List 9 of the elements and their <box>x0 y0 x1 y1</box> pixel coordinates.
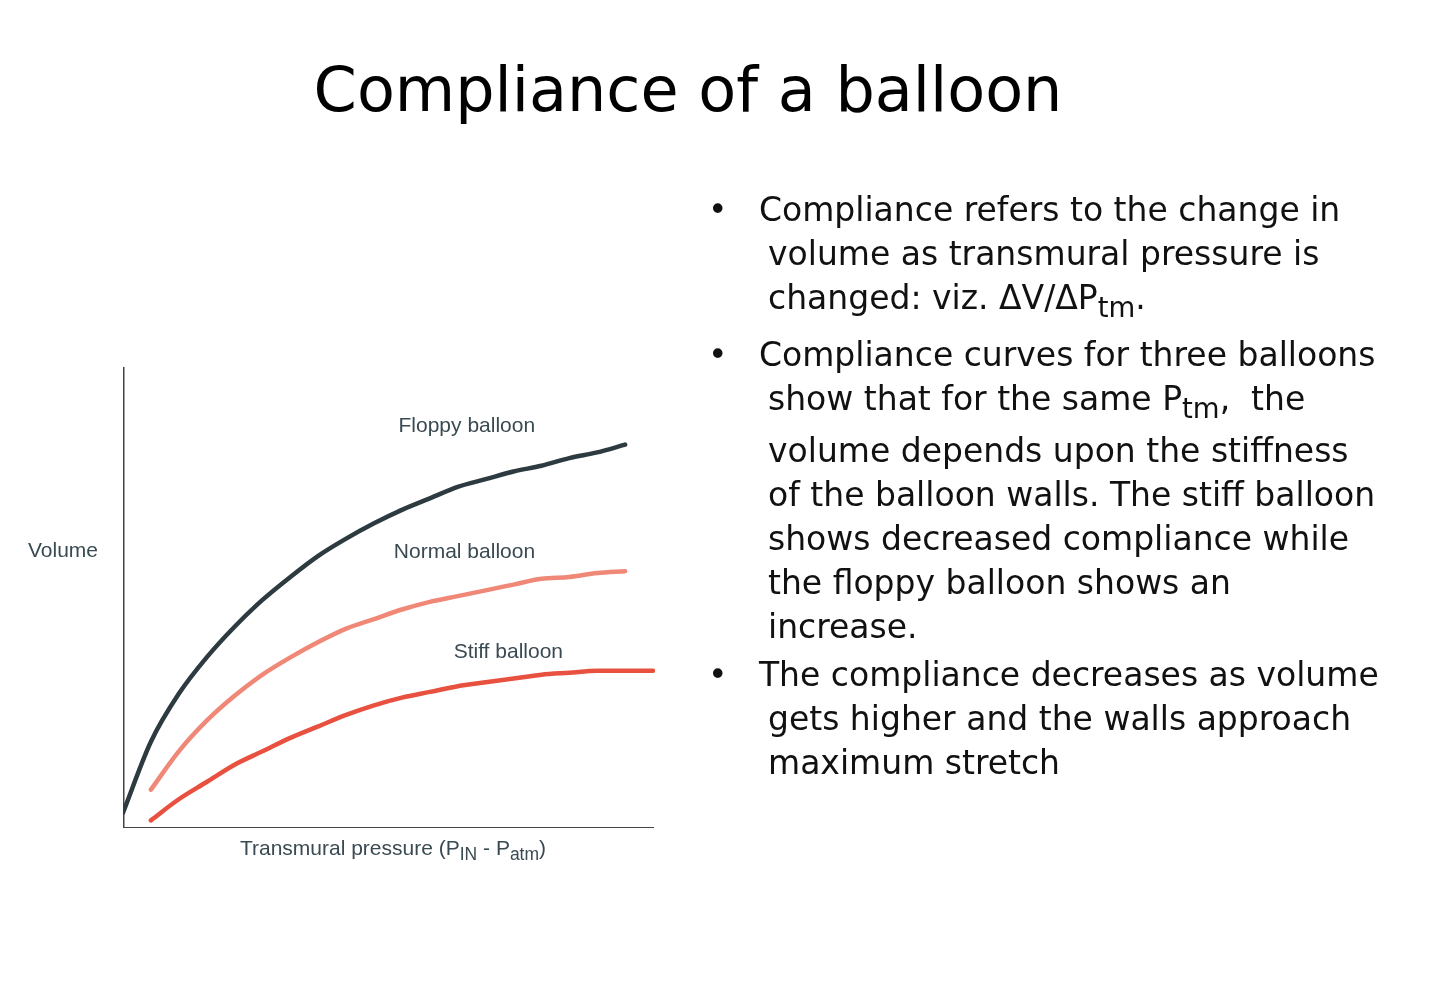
chart-title: Compliance of a balloon <box>312 53 1064 126</box>
series-label: Stiff balloon <box>453 639 563 663</box>
x-axis-title: Transmural pressure (P$_{IN}$ - P$_{atm}$) <box>238 836 548 866</box>
text: • Compliance refers to the change in volume as transmural pressure is changed: viz. ΔV/ΔP$_{tm}$. <box>708 189 1342 325</box>
series-label: Normal balloon <box>393 539 536 563</box>
text: • The compliance decreases as volume gets higher and the walls approach maximum stretch <box>708 654 1380 785</box>
text: • Compliance curves for three balloons show that for the same P$_{tm}$, the volume depends upon the stiffness of the balloon walls. The stiff balloon shows decreased compliance while the floppy balloon shows an increase. <box>708 334 1376 647</box>
series-label: Floppy balloon <box>398 412 536 436</box>
y-axis-title: Volume <box>28 538 99 562</box>
